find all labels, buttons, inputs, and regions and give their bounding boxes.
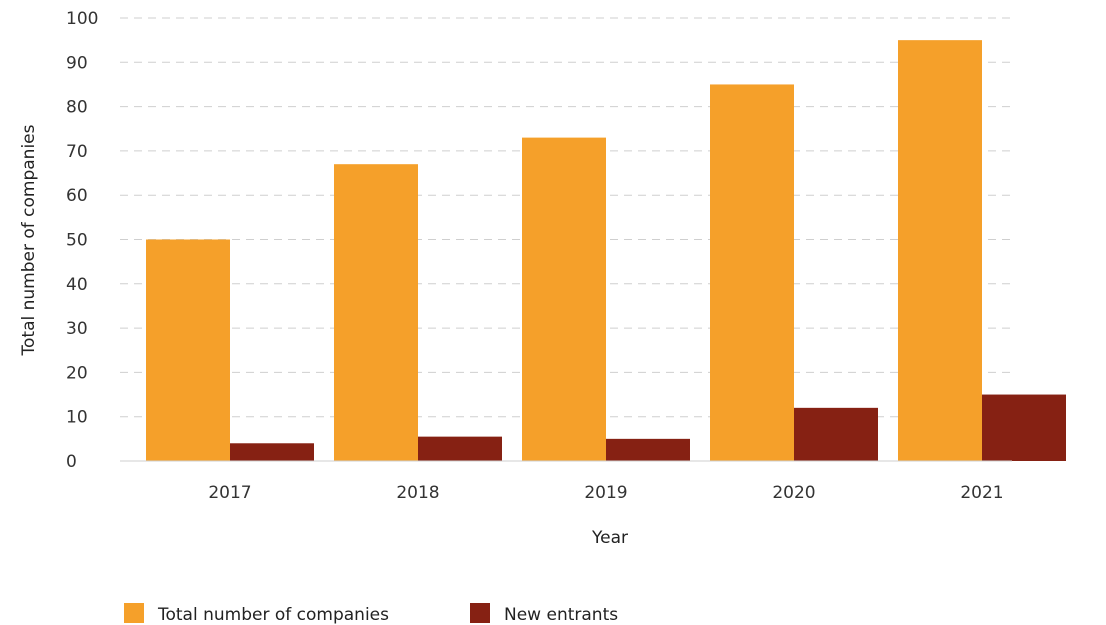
bar-total-companies-2018 — [334, 164, 418, 461]
legend-swatch-total-companies — [124, 603, 144, 623]
legend-label-total-companies: Total number of companies — [157, 605, 389, 625]
y-tick-label: 100 — [66, 9, 98, 29]
bar-new-entrants-2021 — [982, 394, 1066, 461]
y-tick-label: 40 — [66, 275, 88, 295]
bar-new-entrants-2017 — [230, 443, 314, 461]
y-tick-label: 60 — [66, 186, 88, 206]
x-tick-label: 2020 — [772, 483, 815, 503]
bar-new-entrants-2018 — [418, 436, 502, 461]
bar-new-entrants-2020 — [794, 407, 878, 461]
y-tick-label: 50 — [66, 231, 88, 251]
y-tick-label: 20 — [66, 363, 88, 383]
legend-swatch-new-entrants — [470, 603, 490, 623]
bars — [146, 40, 1066, 462]
x-tick-label: 2021 — [960, 483, 1003, 503]
bar-total-companies-2021 — [898, 40, 982, 462]
y-axis-title: Total number of companies — [19, 124, 39, 356]
legend-label-new-entrants: New entrants — [504, 605, 618, 625]
y-tick-label: 80 — [66, 98, 88, 118]
x-tick-label: 2019 — [584, 483, 627, 503]
bar-total-companies-2020 — [710, 84, 794, 461]
bar-new-entrants-2019 — [606, 438, 690, 461]
y-tick-label: 10 — [66, 408, 88, 428]
y-axis-ticks: 0 10 20 30 40 50 60 70 80 90 100 — [66, 9, 98, 472]
x-axis-ticks: 2017 2018 2019 2020 2021 — [208, 483, 1003, 503]
x-axis-title: Year — [591, 528, 628, 548]
x-tick-label: 2018 — [396, 483, 439, 503]
y-tick-label: 90 — [66, 53, 88, 73]
bar-total-companies-2017 — [146, 239, 230, 461]
bar-total-companies-2019 — [522, 137, 606, 462]
legend: Total number of companies New entrants — [124, 603, 618, 625]
y-tick-label: 30 — [66, 319, 88, 339]
y-tick-label: 0 — [66, 452, 77, 472]
y-tick-label: 70 — [66, 142, 88, 162]
x-tick-label: 2017 — [208, 483, 251, 503]
